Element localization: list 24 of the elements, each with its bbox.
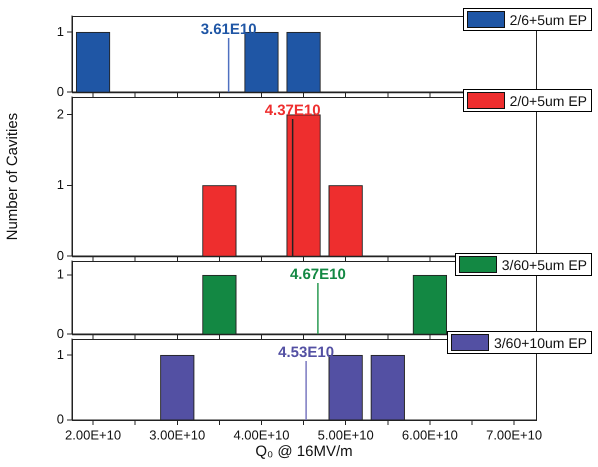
legend-label: 3/60+5um EP (502, 256, 587, 272)
ref-line-label: 4.67E10 (290, 266, 346, 283)
x-tick-label: 6.00E+10 (402, 427, 458, 442)
legend-label: 2/6+5um EP (510, 12, 587, 28)
y-tick-label: 1 (56, 177, 64, 192)
legend-label: 3/60+10um EP (494, 334, 587, 350)
y-tick-label: 2 (56, 106, 64, 122)
y-tick-label: 0 (56, 326, 64, 341)
y-tick-label: 0 (56, 248, 64, 263)
y-tick-label: 1 (56, 346, 64, 362)
legend-label: 2/0+5um EP (510, 92, 587, 108)
x-tick-label: 5.00E+10 (318, 427, 374, 442)
y-axis-title: Number of Cavities (4, 112, 22, 240)
y-tick-label: 1 (56, 24, 64, 39)
x-tick-label: 4.00E+10 (233, 427, 290, 442)
x-axis-title: Q₀ @ 16MV/m (255, 443, 353, 460)
y-tick-label: 0 (56, 412, 64, 427)
y-tick-label: 0 (56, 84, 64, 99)
x-tick-label: 2.00E+10 (65, 427, 122, 442)
x-tick-label: 7.00E+10 (486, 427, 542, 442)
x-tick-label: 3.00E+10 (149, 427, 206, 442)
ref-line-label: 4.53E10 (278, 344, 334, 361)
y-tick-label: 1 (56, 266, 64, 282)
ref-line-label: 3.61E10 (200, 21, 257, 38)
